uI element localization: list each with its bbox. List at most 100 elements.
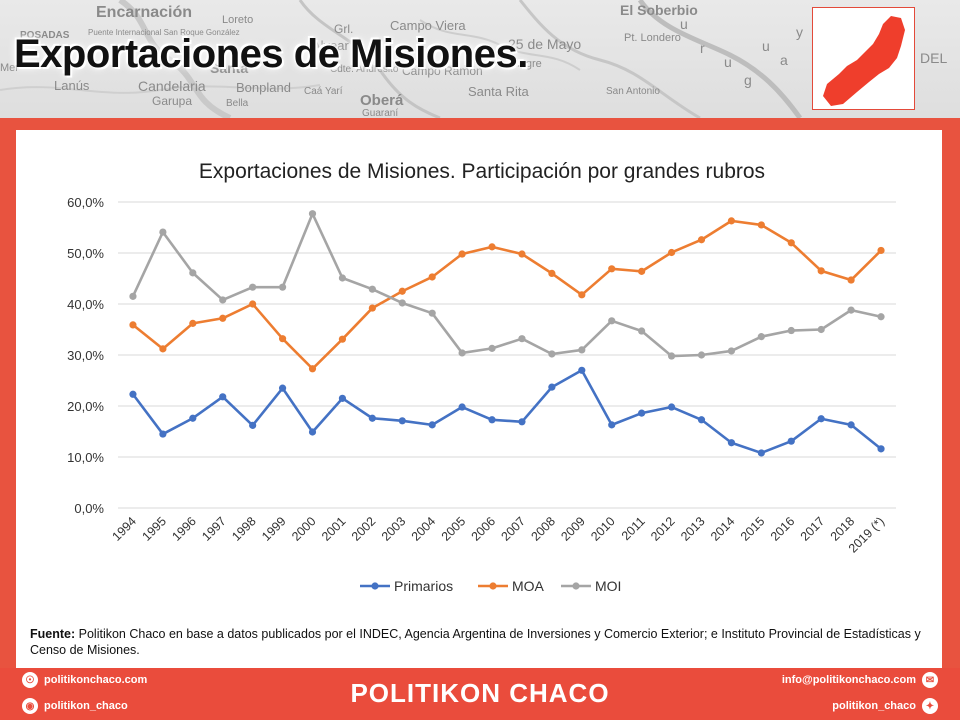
series-line-primarios bbox=[131, 369, 882, 455]
y-tick-label: 0,0% bbox=[74, 501, 104, 516]
data-point-primarios bbox=[757, 449, 765, 457]
x-tick-label: 2010 bbox=[588, 514, 618, 544]
x-tick-label: 2004 bbox=[409, 514, 439, 544]
legend-marker bbox=[572, 582, 580, 590]
data-point-moi bbox=[667, 352, 676, 360]
x-tick-label: 2003 bbox=[379, 514, 409, 544]
data-point-moi bbox=[548, 350, 556, 358]
gridlines bbox=[118, 201, 896, 509]
data-point-primarios bbox=[518, 418, 526, 426]
map-label: g bbox=[744, 72, 752, 88]
data-point-moa bbox=[428, 273, 436, 281]
legend-label: MOA bbox=[512, 578, 545, 594]
data-point-primarios bbox=[278, 384, 287, 392]
footer-twitter[interactable]: politikon_chaco ✦ bbox=[832, 698, 938, 714]
map-label: POSADAS bbox=[20, 30, 70, 41]
legend-marker bbox=[489, 582, 497, 590]
x-tick-label: 2016 bbox=[768, 514, 798, 544]
source-label: Fuente: bbox=[30, 627, 76, 641]
data-point-moa bbox=[578, 291, 586, 299]
x-tick-label: 2012 bbox=[648, 514, 678, 544]
page-title: Exportaciones de Misiones. bbox=[14, 32, 528, 76]
data-point-primarios bbox=[817, 415, 825, 423]
chart-panel bbox=[16, 130, 942, 668]
data-point-moi bbox=[757, 333, 765, 341]
data-point-moi bbox=[398, 299, 406, 307]
data-point-primarios bbox=[458, 403, 466, 411]
data-point-primarios bbox=[847, 421, 855, 429]
map-label: y bbox=[796, 24, 803, 40]
map-label: Puente Internacional San Roque González bbox=[88, 28, 240, 37]
data-point-moi bbox=[189, 269, 197, 277]
data-point-primarios bbox=[727, 439, 736, 447]
data-point-primarios bbox=[578, 366, 586, 374]
legend-label: MOI bbox=[595, 578, 621, 594]
data-point-moa bbox=[697, 236, 706, 244]
x-tick-label: 1995 bbox=[139, 514, 169, 544]
data-point-primarios bbox=[189, 414, 197, 422]
data-point-moa bbox=[667, 248, 676, 257]
map-label: San Antonio bbox=[606, 86, 660, 97]
map-label: u bbox=[762, 38, 770, 54]
data-point-moa bbox=[638, 267, 646, 275]
y-tick-label: 40,0% bbox=[67, 297, 104, 312]
map-label: Mel bbox=[0, 62, 18, 74]
x-tick-label: 2007 bbox=[499, 514, 529, 544]
map-label: Campo Viera bbox=[390, 18, 466, 33]
footer-bar bbox=[0, 668, 960, 720]
x-tick-label: 2011 bbox=[619, 514, 648, 543]
data-point-moi bbox=[787, 326, 795, 335]
series-line-moa bbox=[132, 219, 882, 371]
map-label: Grl. bbox=[334, 22, 354, 36]
map-label: a bbox=[780, 52, 788, 68]
x-tick-label: 2008 bbox=[528, 514, 558, 544]
data-point-moa bbox=[817, 267, 825, 275]
map-label: Bella bbox=[226, 98, 249, 109]
data-point-moi bbox=[308, 210, 317, 218]
data-point-primarios bbox=[877, 445, 885, 453]
data-point-primarios bbox=[787, 437, 795, 445]
y-axis-labels: 0,0% 10,0% 20,0% 30,0% 40,0% 50,0% 60,0% bbox=[67, 195, 104, 516]
data-point-moa bbox=[548, 269, 556, 277]
data-point-moa bbox=[847, 276, 855, 284]
footer-twitter-text: politikon_chaco bbox=[832, 700, 916, 712]
instagram-icon: ◉ bbox=[22, 698, 38, 714]
map-background bbox=[0, 0, 803, 118]
data-point-moi bbox=[847, 306, 855, 314]
footer-instagram[interactable]: ◉ politikon_chaco bbox=[22, 698, 128, 714]
data-point-moi bbox=[727, 347, 736, 355]
map-label: El Soberbio bbox=[620, 2, 698, 18]
data-point-moa bbox=[518, 250, 526, 258]
map-label: u bbox=[724, 54, 732, 70]
map-label: DEL bbox=[920, 50, 948, 66]
data-point-primarios bbox=[308, 428, 317, 436]
footer-email[interactable]: info@politikonchaco.com ✉ bbox=[782, 672, 938, 688]
twitter-icon: ✦ bbox=[922, 698, 938, 714]
map-label: Bonpland bbox=[236, 80, 291, 95]
map-label: Cdte. Andresito bbox=[330, 64, 399, 75]
footer-website-text: politikonchaco.com bbox=[44, 674, 148, 686]
series-lines bbox=[129, 210, 885, 457]
brand-name: POLITIKON CHACO bbox=[350, 678, 610, 708]
x-tick-label: 2005 bbox=[439, 514, 469, 544]
map-label: Encarnación bbox=[96, 4, 193, 21]
source-note: Fuente: Politikon Chaco en base a datos … bbox=[30, 626, 930, 658]
data-point-moa bbox=[189, 319, 197, 327]
data-point-moi bbox=[458, 349, 466, 357]
data-point-moi bbox=[488, 344, 496, 352]
map-label: Santa bbox=[210, 60, 249, 76]
data-point-moi bbox=[278, 283, 287, 291]
map-label: Lanús bbox=[54, 78, 90, 93]
mail-icon: ✉ bbox=[922, 672, 938, 688]
data-point-primarios bbox=[428, 421, 436, 429]
y-tick-label: 60,0% bbox=[67, 195, 104, 210]
data-point-moi bbox=[877, 313, 885, 321]
data-point-primarios bbox=[219, 393, 227, 401]
legend-marker bbox=[371, 582, 379, 590]
data-point-moa bbox=[308, 365, 317, 373]
data-point-moa bbox=[219, 314, 227, 322]
x-tick-label: 2013 bbox=[678, 514, 708, 544]
footer-website[interactable]: ☉ politikonchaco.com bbox=[22, 672, 147, 688]
data-point-primarios bbox=[368, 414, 376, 422]
footer-email-text: info@politikonchaco.com bbox=[781, 674, 916, 686]
